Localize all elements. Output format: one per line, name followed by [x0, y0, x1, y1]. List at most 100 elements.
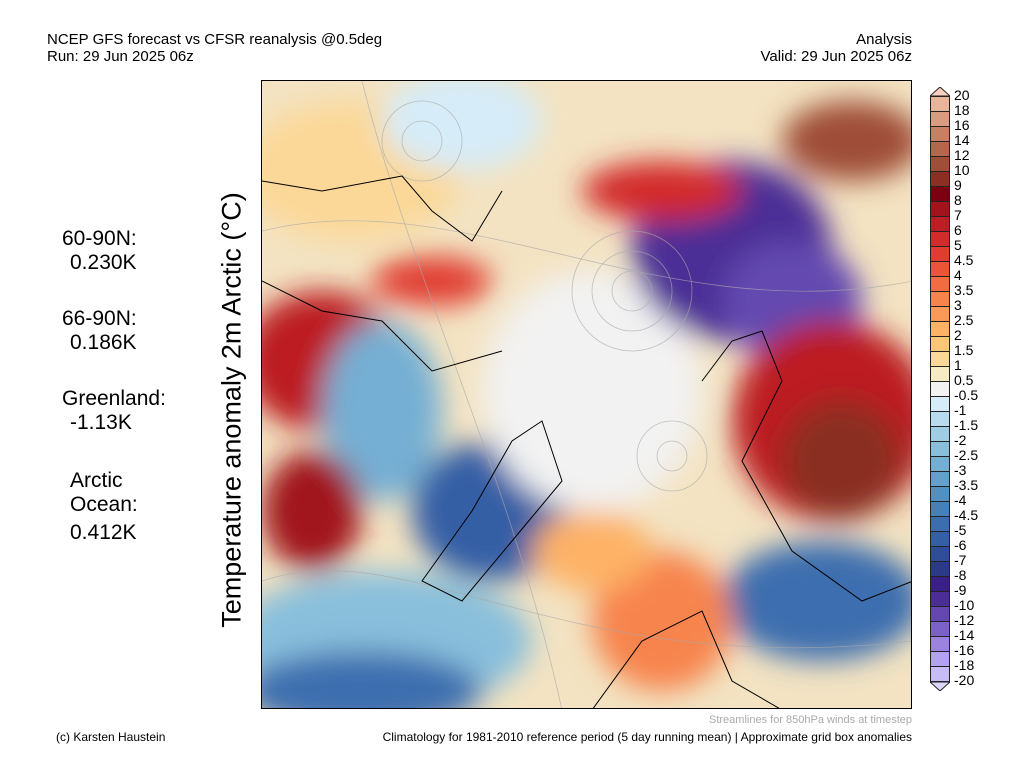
colorbar-bottom-arrow — [930, 682, 950, 691]
colorbar-tick-label: 2.5 — [954, 312, 974, 328]
colorbar-tick-label: 3 — [954, 297, 962, 313]
colorbar-bin — [930, 502, 950, 517]
run-time: Run: 29 Jun 2025 06z — [47, 48, 194, 65]
colorbar-bin — [930, 457, 950, 472]
colorbar-tick-label: 20 — [954, 87, 970, 103]
colorbar-bin — [930, 562, 950, 577]
colorbar-tick-label: 1 — [954, 357, 962, 373]
colorbar-bin — [930, 367, 950, 382]
stat-60-90n-label: 60-90N: — [62, 227, 137, 250]
colorbar-bin — [930, 577, 950, 592]
colorbar-bin — [930, 337, 950, 352]
colorbar-bin — [930, 292, 950, 307]
colorbar-tick-label: -4 — [954, 492, 967, 508]
colorbar-tick-label: -3.5 — [954, 477, 979, 493]
stat-arctic-ocean-value: 0.412K — [70, 521, 137, 544]
colorbar-tick-label: 2 — [954, 327, 962, 343]
colorbar-tick-label: 9 — [954, 177, 962, 193]
colorbar-bin — [930, 442, 950, 457]
colorbar-bin — [930, 277, 950, 292]
stat-arctic-ocean-label: Arctic Ocean: — [70, 469, 138, 516]
colorbar — [930, 87, 950, 691]
temperature-anomaly-map — [261, 80, 912, 709]
streamlines-note: Streamlines for 850hPa winds at timestep — [709, 714, 912, 726]
colorbar-tick-label: -1.5 — [954, 417, 979, 433]
colorbar-tick-label: -0.5 — [954, 387, 979, 403]
colorbar-bin — [930, 487, 950, 502]
stat-greenland-label: Greenland: — [62, 387, 166, 410]
valid-time: Valid: 29 Jun 2025 06z — [760, 48, 912, 65]
colorbar-bin — [930, 667, 950, 682]
colorbar-tick-label: 6 — [954, 222, 962, 238]
colorbar-bin — [930, 307, 950, 322]
colorbar-tick-label: 4.5 — [954, 252, 974, 268]
colorbar-tick-label: -9 — [954, 582, 967, 598]
colorbar-bin — [930, 517, 950, 532]
colorbar-tick-label: -5 — [954, 522, 967, 538]
colorbar-tick-label: -2 — [954, 432, 967, 448]
colorbar-bin — [930, 427, 950, 442]
colorbar-bin — [930, 217, 950, 232]
chart-title: NCEP GFS forecast vs CFSR reanalysis @0.… — [47, 31, 383, 48]
colorbar-bin — [930, 97, 950, 112]
colorbar-bin — [930, 202, 950, 217]
colorbar-bin — [930, 112, 950, 127]
colorbar-bin — [930, 322, 950, 337]
colorbar-tick-label: -12 — [954, 612, 975, 628]
colorbar-bin — [930, 127, 950, 142]
stat-66-90n-value: 0.186K — [70, 331, 137, 354]
colorbar-tick-label: -2.5 — [954, 447, 979, 463]
map-field — [262, 81, 911, 708]
colorbar-tick-label: -7 — [954, 552, 967, 568]
colorbar-tick-label: -14 — [954, 627, 975, 643]
colorbar-tick-label: -16 — [954, 642, 975, 658]
stat-greenland-value: -1.13K — [70, 411, 132, 434]
colorbar-tick-label: 4 — [954, 267, 962, 283]
colorbar-bin — [930, 172, 950, 187]
colorbar-bin — [930, 142, 950, 157]
colorbar-tick-label: 7 — [954, 207, 962, 223]
colorbar-tick-label: 10 — [954, 162, 970, 178]
colorbar-top-arrow — [930, 87, 950, 96]
colorbar-tick-label: 5 — [954, 237, 962, 253]
colorbar-bin — [930, 622, 950, 637]
colorbar-tick-label: 0.5 — [954, 372, 974, 388]
colorbar-bin — [930, 247, 950, 262]
colorbar-tick-label: -20 — [954, 672, 975, 688]
colorbar-bin — [930, 352, 950, 367]
colorbar-tick-label: -10 — [954, 597, 975, 613]
analysis-label: Analysis — [856, 31, 912, 48]
colorbar-bin — [930, 472, 950, 487]
colorbar-bin — [930, 187, 950, 202]
colorbar-bin — [930, 637, 950, 652]
colorbar-tick-label: -4.5 — [954, 507, 979, 523]
colorbar-tick-label: 14 — [954, 132, 970, 148]
colorbar-tick-label: 8 — [954, 192, 962, 208]
colorbar-tick-label: -1 — [954, 402, 967, 418]
colorbar-bin — [930, 262, 950, 277]
climatology-note: Climatology for 1981-2010 reference peri… — [382, 730, 912, 744]
colorbar-bin — [930, 592, 950, 607]
colorbar-tick-label: -8 — [954, 567, 967, 583]
stat-66-90n-label: 66-90N: — [62, 307, 137, 330]
colorbar-bin — [930, 412, 950, 427]
colorbar-tick-label: 18 — [954, 102, 970, 118]
colorbar-tick-label: 16 — [954, 117, 970, 133]
colorbar-bin — [930, 607, 950, 622]
y-axis-label: Temperature anomaly 2m Arctic (°C) — [216, 192, 247, 628]
colorbar-tick-label: 12 — [954, 147, 970, 163]
colorbar-tick-label: -6 — [954, 537, 967, 553]
colorbar-tick-label: 1.5 — [954, 342, 974, 358]
colorbar-bin — [930, 157, 950, 172]
colorbar-tick-label: -3 — [954, 462, 967, 478]
copyright: (c) Karsten Haustein — [56, 730, 166, 744]
colorbar-bin — [930, 532, 950, 547]
colorbar-tick-label: 3.5 — [954, 282, 974, 298]
colorbar-bin — [930, 652, 950, 667]
colorbar-bin — [930, 382, 950, 397]
colorbar-tick-label: -18 — [954, 657, 975, 673]
colorbar-bin — [930, 232, 950, 247]
colorbar-bin — [930, 397, 950, 412]
stat-60-90n-value: 0.230K — [70, 251, 137, 274]
colorbar-bin — [930, 547, 950, 562]
